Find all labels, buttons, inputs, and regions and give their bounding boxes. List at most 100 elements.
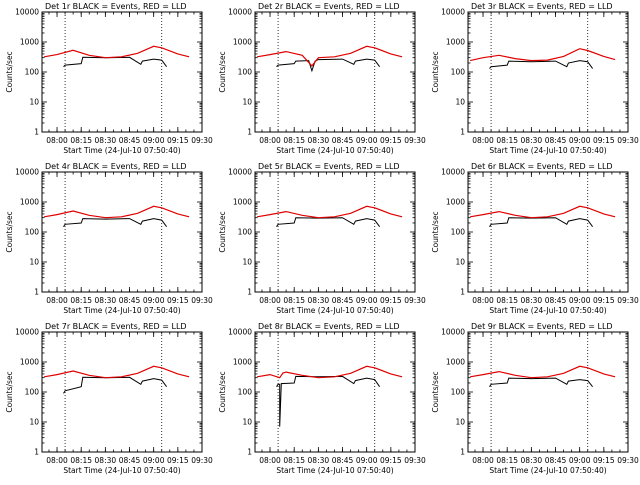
y-tick-label: 1	[34, 448, 39, 457]
panel-title: Det 5r BLACK = Events, RED = LLD	[258, 162, 400, 171]
lld-series-line	[469, 365, 616, 379]
y-tick-label: 1000	[20, 198, 39, 207]
x-tick-label: 08:00	[46, 296, 68, 305]
y-tick-label: 100	[25, 68, 40, 77]
detector-panel: Det 7r BLACK = Events, RED = LLD 1 10 100 10…	[5, 322, 213, 475]
x-tick-label: 09:15	[167, 296, 189, 305]
y-tick-label: 100	[451, 228, 466, 237]
events-series-line	[63, 218, 168, 227]
y-tick-label: 1	[460, 288, 465, 297]
x-tick-label: 08:45	[332, 456, 354, 465]
x-tick-label: 09:00	[356, 456, 378, 465]
y-tick-label: 10	[242, 258, 252, 267]
y-tick-label: 100	[25, 388, 40, 397]
x-tick-label: 08:00	[46, 456, 68, 465]
x-axis-label: Start Time (24-Jul-10 07:50:40)	[489, 146, 606, 155]
y-tick-label: 10000	[15, 328, 39, 337]
x-tick-label: 08:30	[95, 296, 117, 305]
x-tick-label: 09:00	[143, 456, 165, 465]
x-tick-label: 09:30	[617, 136, 639, 145]
x-tick-label: 09:15	[380, 136, 402, 145]
x-tick-label: 09:00	[569, 456, 591, 465]
x-tick-label: 09:00	[143, 296, 165, 305]
y-tick-label: 1000	[233, 198, 252, 207]
y-tick-label: 10	[242, 98, 252, 107]
x-tick-label: 09:30	[617, 456, 639, 465]
y-tick-label: 1	[34, 288, 39, 297]
x-tick-label: 09:00	[356, 136, 378, 145]
x-axis-label: Start Time (24-Jul-10 07:50:40)	[489, 306, 606, 315]
y-tick-label: 1	[34, 128, 39, 137]
x-axis-label: Start Time (24-Jul-10 07:50:40)	[276, 466, 393, 475]
x-tick-label: 08:00	[259, 136, 281, 145]
y-tick-label: 100	[238, 228, 253, 237]
x-tick-label: 08:15	[496, 136, 518, 145]
lld-series-line	[469, 205, 616, 219]
y-tick-label: 1000	[20, 358, 39, 367]
y-tick-label: 1000	[446, 198, 465, 207]
detector-panel: Det 1r BLACK = Events, RED = LLD 1 10 100 10…	[5, 2, 213, 155]
x-tick-label: 08:45	[119, 136, 141, 145]
x-axis-label: Start Time (24-Jul-10 07:50:40)	[276, 146, 393, 155]
x-tick-label: 09:30	[191, 456, 213, 465]
x-tick-label: 08:45	[119, 456, 141, 465]
y-tick-label: 100	[451, 388, 466, 397]
y-tick-label: 100	[25, 228, 40, 237]
lld-series-line	[43, 205, 190, 219]
x-tick-label: 08:45	[332, 136, 354, 145]
y-tick-label: 10000	[228, 168, 252, 177]
x-tick-label: 09:15	[593, 296, 615, 305]
x-tick-label: 09:30	[191, 136, 213, 145]
plot-frame	[254, 11, 416, 133]
plot-frame	[41, 11, 203, 133]
x-tick-label: 09:30	[404, 136, 426, 145]
plot-frame	[467, 171, 629, 293]
x-tick-label: 08:00	[259, 296, 281, 305]
x-tick-label: 09:15	[593, 456, 615, 465]
y-axis-label: Counts/sec	[431, 371, 440, 412]
y-tick-label: 1000	[233, 38, 252, 47]
x-tick-label: 08:00	[472, 296, 494, 305]
x-tick-label: 08:30	[308, 136, 330, 145]
x-tick-label: 08:45	[545, 456, 567, 465]
panel-title: Det 8r BLACK = Events, RED = LLD	[258, 322, 400, 331]
x-tick-label: 09:00	[356, 296, 378, 305]
x-tick-label: 09:30	[191, 296, 213, 305]
x-axis-label: Start Time (24-Jul-10 07:50:40)	[63, 306, 180, 315]
x-tick-label: 08:45	[545, 296, 567, 305]
y-axis-label: Counts/sec	[5, 211, 14, 252]
x-tick-label: 09:30	[404, 456, 426, 465]
x-axis-label: Start Time (24-Jul-10 07:50:40)	[276, 306, 393, 315]
y-tick-label: 1	[247, 288, 252, 297]
x-tick-label: 08:00	[472, 136, 494, 145]
y-tick-label: 10	[455, 418, 465, 427]
x-tick-label: 08:45	[119, 296, 141, 305]
y-tick-label: 10	[242, 418, 252, 427]
x-tick-label: 08:15	[70, 456, 92, 465]
y-tick-label: 10	[29, 258, 39, 267]
x-tick-label: 08:30	[95, 136, 117, 145]
detector-panel: Det 5r BLACK = Events, RED = LLD 1 10 100 10…	[218, 162, 426, 315]
x-tick-label: 08:15	[283, 296, 305, 305]
x-tick-label: 08:15	[283, 456, 305, 465]
detector-panel: Det 8r BLACK = Events, RED = LLD 1 10 100 10…	[218, 322, 426, 475]
lld-series-line	[256, 205, 403, 219]
x-tick-label: 09:15	[593, 136, 615, 145]
x-tick-label: 09:15	[380, 296, 402, 305]
y-tick-label: 10	[29, 98, 39, 107]
lld-series-line	[256, 45, 403, 67]
y-tick-label: 10000	[228, 328, 252, 337]
panel-title: Det 4r BLACK = Events, RED = LLD	[45, 162, 187, 171]
y-axis-label: Counts/sec	[5, 371, 14, 412]
plot-frame	[254, 171, 416, 293]
x-tick-label: 08:45	[545, 136, 567, 145]
events-series-line	[276, 217, 381, 227]
x-tick-label: 08:00	[46, 136, 68, 145]
y-tick-label: 10000	[441, 168, 465, 177]
plot-frame	[41, 331, 203, 453]
y-tick-label: 10000	[441, 8, 465, 17]
lld-series-line	[43, 365, 190, 379]
x-tick-label: 08:30	[521, 136, 543, 145]
panel-title: Det 2r BLACK = Events, RED = LLD	[258, 2, 400, 11]
